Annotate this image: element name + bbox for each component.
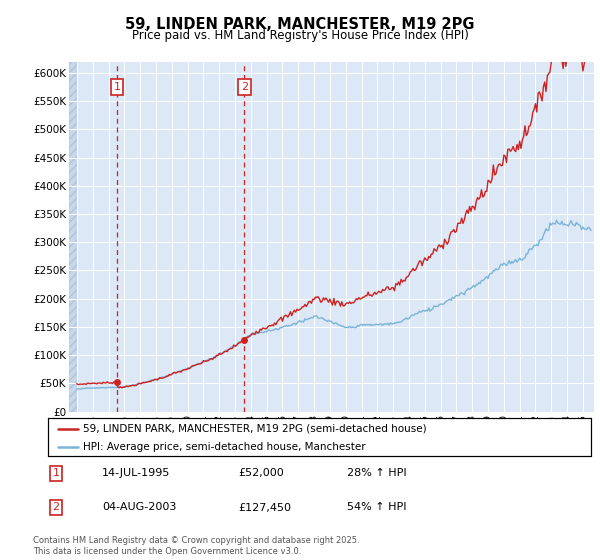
Text: 54% ↑ HPI: 54% ↑ HPI xyxy=(347,502,406,512)
Text: 2: 2 xyxy=(53,502,60,512)
Text: Contains HM Land Registry data © Crown copyright and database right 2025.
This d: Contains HM Land Registry data © Crown c… xyxy=(33,536,359,556)
Text: 2: 2 xyxy=(241,82,248,92)
Text: 1: 1 xyxy=(113,82,121,92)
Text: 1: 1 xyxy=(53,468,59,478)
Text: 59, LINDEN PARK, MANCHESTER, M19 2PG: 59, LINDEN PARK, MANCHESTER, M19 2PG xyxy=(125,17,475,32)
Text: £127,450: £127,450 xyxy=(238,502,291,512)
Text: Price paid vs. HM Land Registry's House Price Index (HPI): Price paid vs. HM Land Registry's House … xyxy=(131,29,469,42)
Text: 04-AUG-2003: 04-AUG-2003 xyxy=(103,502,176,512)
Text: 28% ↑ HPI: 28% ↑ HPI xyxy=(347,468,406,478)
Text: 59, LINDEN PARK, MANCHESTER, M19 2PG (semi-detached house): 59, LINDEN PARK, MANCHESTER, M19 2PG (se… xyxy=(83,424,427,434)
Text: 14-JUL-1995: 14-JUL-1995 xyxy=(103,468,170,478)
Text: £52,000: £52,000 xyxy=(238,468,284,478)
Text: HPI: Average price, semi-detached house, Manchester: HPI: Average price, semi-detached house,… xyxy=(83,442,366,452)
